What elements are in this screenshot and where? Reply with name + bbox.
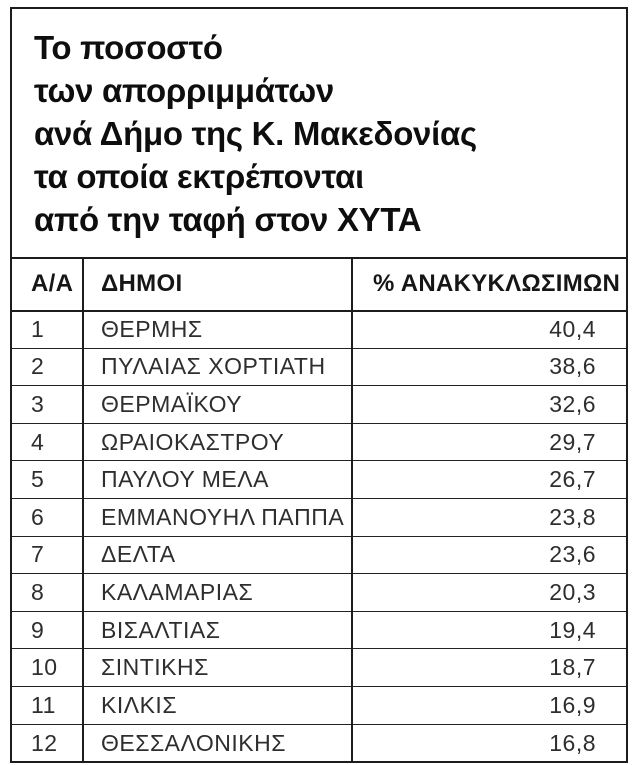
row-index: 9 (12, 610, 84, 649)
table-body: 1 ΘΕΡΜΗΣ 40,4 2 ΠΥΛΑΙΑΣ ΧΟΡΤΙΑΤΗ 38,6 3 … (12, 310, 626, 762)
column-header-percent: % ΑΝΑΚΥΚΛΩΣΙΜΩΝ (352, 256, 626, 312)
municipality-name: ΣΙΝΤΙΚΗΣ (83, 648, 353, 687)
title-line-4: τα οποία εκτρέπονται (34, 158, 364, 195)
municipality-name: ΕΜΜΑΝΟΥΗΛ ΠΑΠΠΑ (83, 497, 353, 537)
column-header-municipality: ΔΗΜΟΙ (83, 256, 353, 312)
municipality-name: ΘΕΣΣΑΛΟΝΙΚΗΣ (83, 723, 353, 762)
recyclables-percent: 26,7 (352, 460, 626, 499)
recyclables-percent: 40,4 (352, 310, 626, 349)
row-index: 1 (12, 310, 84, 349)
municipality-name: ΘΕΡΜΗΣ (83, 310, 353, 349)
row-index: 10 (12, 648, 84, 687)
data-table: Α/Α ΔΗΜΟΙ % ΑΝΑΚΥΚΛΩΣΙΜΩΝ 1 ΘΕΡΜΗΣ 40,4 … (12, 256, 626, 762)
column-header-index: Α/Α (12, 256, 84, 312)
row-index: 8 (12, 573, 84, 612)
municipality-name: ΔΕΛΤΑ (83, 535, 353, 574)
row-index: 6 (12, 497, 84, 537)
municipality-name: ΚΑΛΑΜΑΡΙΑΣ (83, 573, 353, 612)
table-header: Α/Α ΔΗΜΟΙ % ΑΝΑΚΥΚΛΩΣΙΜΩΝ (12, 256, 626, 312)
title-line-3: ανά Δήμο της Κ. Μακεδονίας (34, 115, 477, 152)
table-row: 6 ΕΜΜΑΝΟΥΗΛ ΠΑΠΠΑ 23,8 (12, 497, 626, 537)
title-line-5: από την ταφή στον ΧΥΤΑ (34, 201, 422, 238)
recyclables-percent: 23,6 (352, 535, 626, 574)
table-row: 4 ΩΡΑΙΟΚΑΣΤΡΟΥ 29,7 (12, 422, 626, 461)
recyclables-percent: 16,9 (352, 685, 626, 725)
recyclables-percent: 18,7 (352, 648, 626, 687)
table-row: 5 ΠΑΥΛΟΥ ΜΕΛΑ 26,7 (12, 460, 626, 499)
row-index: 5 (12, 460, 84, 499)
municipality-name: ΘΕΡΜΑΪΚΟΥ (83, 385, 353, 424)
municipality-name: ΚΙΛΚΙΣ (83, 685, 353, 725)
row-index: 3 (12, 385, 84, 424)
recyclables-percent: 16,8 (352, 723, 626, 762)
row-index: 7 (12, 535, 84, 574)
municipality-name: ΒΙΣΑΛΤΙΑΣ (83, 610, 353, 649)
municipality-name: ΩΡΑΙΟΚΑΣΤΡΟΥ (83, 422, 353, 461)
municipality-name: ΠΥΛΑΙΑΣ ΧΟΡΤΙΑΤΗ (83, 347, 353, 386)
table-row: 10 ΣΙΝΤΙΚΗΣ 18,7 (12, 648, 626, 687)
table-row: 8 ΚΑΛΑΜΑΡΙΑΣ 20,3 (12, 573, 626, 612)
table-header-row: Α/Α ΔΗΜΟΙ % ΑΝΑΚΥΚΛΩΣΙΜΩΝ (12, 256, 626, 312)
table-row: 3 ΘΕΡΜΑΪΚΟΥ 32,6 (12, 385, 626, 424)
recyclables-percent: 20,3 (352, 573, 626, 612)
row-index: 4 (12, 422, 84, 461)
title-line-1: Το ποσοστό (34, 29, 223, 66)
table-row: 11 ΚΙΛΚΙΣ 16,9 (12, 685, 626, 725)
infographic-frame: Το ποσοστό των απορριμμάτων ανά Δήμο της… (10, 7, 628, 763)
title-line-2: των απορριμμάτων (34, 72, 334, 109)
table-row: 9 ΒΙΣΑΛΤΙΑΣ 19,4 (12, 610, 626, 649)
municipality-name: ΠΑΥΛΟΥ ΜΕΛΑ (83, 460, 353, 499)
table-row: 12 ΘΕΣΣΑΛΟΝΙΚΗΣ 16,8 (12, 723, 626, 762)
row-index: 2 (12, 347, 84, 386)
table-row: 2 ΠΥΛΑΙΑΣ ΧΟΡΤΙΑΤΗ 38,6 (12, 347, 626, 386)
table-row: 7 ΔΕΛΤΑ 23,6 (12, 535, 626, 574)
row-index: 11 (12, 685, 84, 725)
recyclables-percent: 38,6 (352, 347, 626, 386)
recyclables-percent: 32,6 (352, 385, 626, 424)
recyclables-percent: 29,7 (352, 422, 626, 461)
row-index: 12 (12, 723, 84, 762)
recyclables-percent: 23,8 (352, 497, 626, 537)
page-title: Το ποσοστό των απορριμμάτων ανά Δήμο της… (12, 9, 626, 257)
recyclables-percent: 19,4 (352, 610, 626, 649)
table-row: 1 ΘΕΡΜΗΣ 40,4 (12, 310, 626, 349)
